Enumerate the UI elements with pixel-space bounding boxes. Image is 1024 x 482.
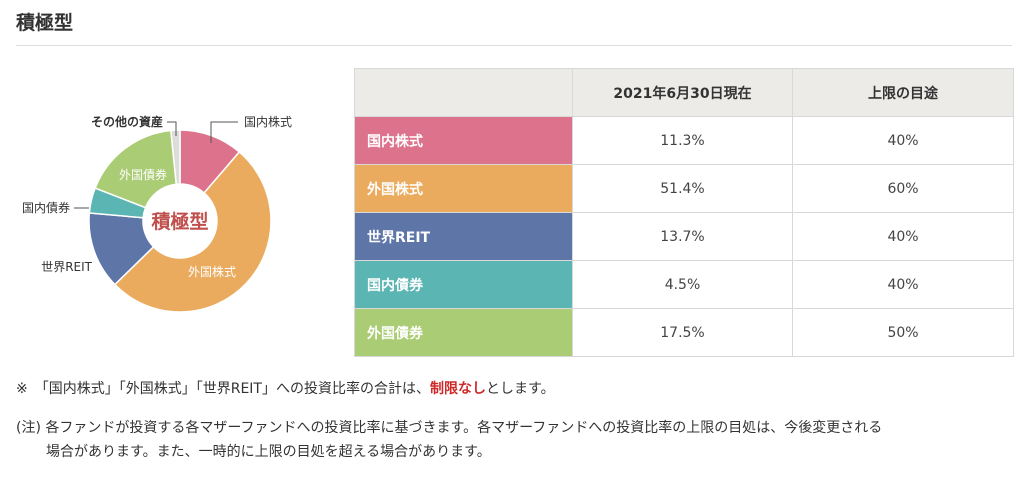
row-limit-value: 60% [792,164,1014,213]
table-row: 外国債券 17.5% 50% [354,308,1014,357]
slice-label-domestic-equity: 国内株式 [244,114,292,129]
slice-label-foreign-equity: 外国株式 [188,264,236,279]
row-asset-label: 外国債券 [354,308,573,357]
leader-line-other-assets [167,121,177,136]
note-disclaimer-line2: 場合があります。また、一時的に上限の目処を超える場合があります。 [46,444,491,460]
note-limit-suffix: とします。 [485,381,555,397]
row-asset-label: 国内株式 [354,116,573,165]
header-limit: 上限の目途 [792,68,1014,117]
table-row: 国内株式 11.3% 40% [354,116,1014,165]
donut-center-label: 積極型 [151,210,208,233]
row-asset-label: 世界REIT [354,212,573,261]
row-limit-value: 40% [792,260,1014,309]
row-current-value: 4.5% [572,260,793,309]
note-limit: ※ 「国内株式」「外国株式」「世界REIT」への投資比率の合計は、制限なしとしま… [16,378,555,398]
header-blank [354,68,573,117]
header-current: 2021年6月30日現在 [572,68,793,117]
table-row: 外国株式 51.4% 60% [354,164,1014,213]
row-current-value: 11.3% [572,116,793,165]
leader-line-domestic-equity [210,121,238,143]
table-header-row: 2021年6月30日現在 上限の目途 [354,68,1014,117]
note-limit-emphasis: 制限なし [429,381,486,397]
title-divider [16,45,1012,46]
row-limit-value: 40% [792,212,1014,261]
allocation-table: 2021年6月30日現在 上限の目途 国内株式 11.3% 40% 外国株式 51.4%… [354,68,1014,357]
row-current-value: 17.5% [572,308,793,357]
row-asset-label: 外国株式 [354,164,573,213]
row-asset-label: 国内債券 [354,260,573,309]
note-limit-prefix: ※ 「国内株式」「外国株式」「世界REIT」への投資比率の合計は、 [16,381,430,397]
slice-label-other-assets: その他の資産 [91,114,163,129]
donut-slice [113,150,272,313]
row-limit-value: 50% [792,308,1014,357]
slice-label-foreign-bonds: 外国債券 [119,167,167,182]
slice-label-global-reit: 世界REIT [41,260,92,274]
table-row: 世界REIT 13.7% 40% [354,212,1014,261]
row-current-value: 51.4% [572,164,793,213]
donut-slice [170,129,181,186]
note-disclaimer: (注) 各ファンドが投資する各マザーファンドへの投資比率に基づきます。各マザーフ… [16,416,1016,464]
row-current-value: 13.7% [572,212,793,261]
table-row: 国内債券 4.5% 40% [354,260,1014,309]
section-title: 積極型 [16,12,74,34]
row-limit-value: 40% [792,116,1014,165]
slice-label-domestic-bonds: 国内債券 [22,200,70,215]
note-disclaimer-line1: (注) 各ファンドが投資する各マザーファンドへの投資比率に基づきます。各マザーフ… [16,420,883,436]
